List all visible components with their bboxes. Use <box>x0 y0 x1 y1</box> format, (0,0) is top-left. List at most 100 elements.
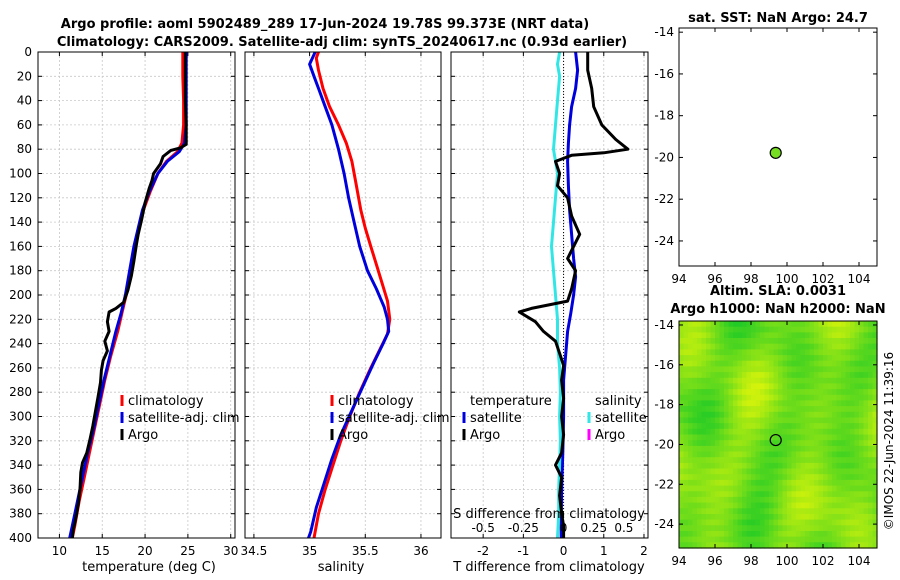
sla-cell <box>679 406 685 413</box>
sla-cell <box>724 445 730 453</box>
sla-cell <box>724 525 730 532</box>
sla-cell <box>773 434 779 441</box>
sla-cell <box>805 536 811 543</box>
sla-cell <box>773 542 779 549</box>
sla-cell <box>823 332 829 339</box>
sla-cell <box>764 531 770 538</box>
sla-cell <box>679 451 685 458</box>
sla-cell <box>782 428 788 436</box>
sla-cell <box>737 468 743 475</box>
sla-cell <box>859 372 865 379</box>
sla-cell <box>845 389 851 396</box>
sla-cell <box>832 355 838 362</box>
sla-cell <box>836 434 842 441</box>
sla-cell <box>854 502 860 509</box>
sla-cell <box>692 428 698 436</box>
sla-cell <box>701 451 707 458</box>
sla-cell <box>760 496 766 504</box>
sla-cell <box>782 411 788 419</box>
sla-cell <box>791 332 797 339</box>
sla-cell <box>827 514 833 521</box>
y-tick-label: 0 <box>24 45 32 59</box>
sla-cell <box>854 451 860 458</box>
sla-cell <box>773 417 779 424</box>
sla-cell <box>710 366 716 373</box>
sla-cell <box>724 389 730 396</box>
map-y-tick-label: -18 <box>654 109 674 123</box>
sla-cell <box>863 468 869 475</box>
sla-cell <box>679 355 685 362</box>
sla-cell <box>733 321 739 328</box>
sla-cell <box>805 423 811 430</box>
sla-cell <box>818 502 824 509</box>
sla-cell <box>805 434 811 441</box>
sst-map-title: sat. SST: NaN Argo: 24.7 <box>688 11 868 26</box>
sla-cell <box>746 434 752 441</box>
sla-cell <box>769 514 775 521</box>
sla-cell <box>764 389 770 396</box>
sla-cell <box>832 383 838 390</box>
sla-cell <box>697 321 703 328</box>
sla-cell <box>791 531 797 538</box>
sla-cell <box>737 332 743 339</box>
sla-cell <box>706 400 712 407</box>
sla-cell <box>809 451 815 458</box>
sla-cell <box>827 389 833 396</box>
sla-cell <box>823 400 829 407</box>
sla-cell <box>832 394 838 402</box>
sla-cell <box>863 406 869 413</box>
sla-cell <box>814 349 820 356</box>
sla-cell <box>742 389 748 396</box>
sla-cell <box>854 479 860 487</box>
sla-cell <box>800 440 806 447</box>
sla-cell <box>850 355 856 362</box>
sla-cell <box>728 496 734 504</box>
sla-cell <box>764 349 770 356</box>
sla-cell <box>814 360 820 367</box>
sla-cell <box>697 326 703 333</box>
sla-cell <box>728 445 734 453</box>
sla-cell <box>872 366 878 373</box>
sla-cell <box>800 468 806 475</box>
sla-cell <box>719 531 725 538</box>
sla-cell <box>724 332 730 339</box>
sla-cell <box>845 417 851 424</box>
sla-cell <box>787 519 793 526</box>
sla-cell <box>800 389 806 396</box>
sla-cell <box>742 406 748 413</box>
sla-cell <box>787 372 793 379</box>
sla-cell <box>800 377 806 385</box>
sla-cell <box>791 338 797 345</box>
sla-cell <box>796 423 802 430</box>
y-tick-label: 340 <box>9 458 32 472</box>
map-x-tick-label: 94 <box>671 554 686 568</box>
sla-cell <box>827 519 833 526</box>
sla-cell <box>841 474 847 481</box>
sla-cell <box>737 428 743 436</box>
sla-cell <box>755 531 761 538</box>
sla-cell <box>827 338 833 345</box>
sla-cell <box>850 332 856 339</box>
sla-cell <box>832 474 838 481</box>
sla-cell <box>814 355 820 362</box>
sla-cell <box>809 389 815 396</box>
sla-cell <box>854 332 860 339</box>
sla-cell <box>746 451 752 458</box>
sla-cell <box>859 434 865 441</box>
sla-cell <box>719 491 725 498</box>
sla-cell <box>760 383 766 390</box>
sla-cell <box>688 338 694 345</box>
map-x-tick-label: 98 <box>743 272 758 286</box>
sla-cell <box>778 406 784 413</box>
sla-cell <box>791 536 797 543</box>
sla-cell <box>706 321 712 328</box>
sla-cell <box>850 462 856 470</box>
sla-cell <box>850 468 856 475</box>
sla-cell <box>791 372 797 379</box>
sla-cell <box>872 428 878 436</box>
sla-cell <box>859 349 865 356</box>
sla-cell <box>845 468 851 475</box>
sla-cell <box>755 372 761 379</box>
sla-cell <box>773 457 779 464</box>
